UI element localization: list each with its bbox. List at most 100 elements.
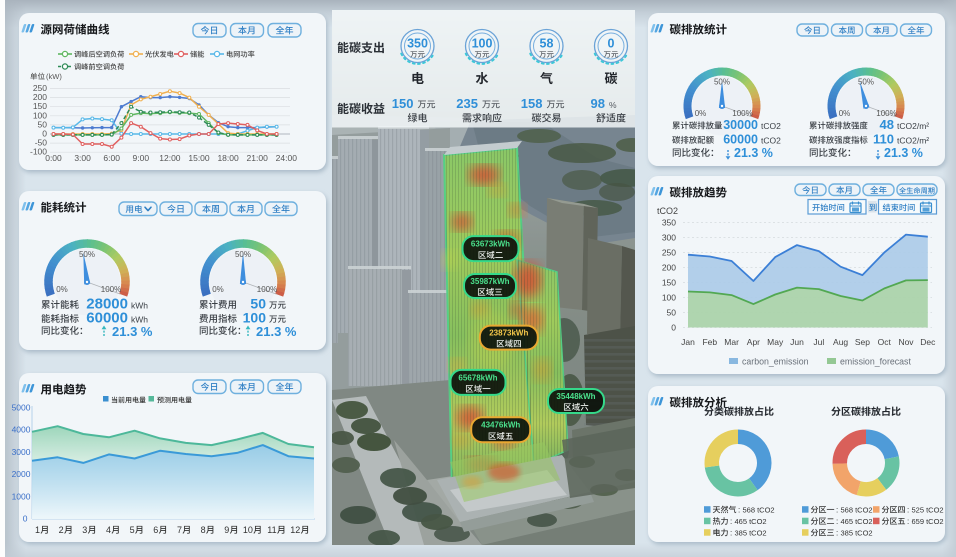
svg-text::: :	[836, 517, 838, 526]
svg-text:2: 2	[59, 525, 64, 535]
svg-text:0: 0	[671, 323, 676, 333]
svg-text:350: 350	[407, 37, 428, 51]
svg-text:-50: -50	[35, 138, 48, 148]
svg-text:100%: 100%	[876, 109, 896, 118]
svg-text:659 tCO2: 659 tCO2	[912, 517, 944, 526]
svg-text:May: May	[767, 337, 784, 347]
svg-text:Mar: Mar	[724, 337, 739, 347]
svg-text:0%: 0%	[212, 285, 224, 294]
svg-text::: :	[738, 506, 740, 515]
svg-text:Nov: Nov	[898, 337, 914, 347]
svg-text:15:00: 15:00	[188, 153, 210, 163]
svg-text:235: 235	[456, 96, 478, 111]
svg-text:5: 5	[130, 525, 135, 535]
svg-text:21.3 %: 21.3 %	[112, 324, 153, 339]
svg-text:100: 100	[662, 293, 676, 303]
svg-text:465 tCO2: 465 tCO2	[841, 517, 873, 526]
svg-text:tCO2: tCO2	[761, 121, 781, 131]
svg-text:0%: 0%	[56, 285, 68, 294]
svg-text:24:00: 24:00	[276, 153, 298, 163]
svg-text::: :	[907, 506, 909, 515]
svg-text:6: 6	[153, 525, 158, 535]
svg-text:10: 10	[243, 525, 253, 535]
svg-text:1000: 1000	[12, 491, 31, 501]
svg-text:Jun: Jun	[790, 337, 804, 347]
svg-text:28000: 28000	[86, 296, 128, 313]
svg-text:%: %	[609, 100, 617, 110]
svg-text:35987kWh: 35987kWh	[470, 277, 509, 286]
svg-text:4: 4	[106, 525, 111, 535]
svg-text:12:00: 12:00	[159, 153, 181, 163]
svg-text:21.3 %: 21.3 %	[256, 324, 297, 339]
svg-text:9:00: 9:00	[133, 153, 150, 163]
svg-text:60000: 60000	[86, 310, 128, 327]
svg-text:58: 58	[540, 37, 554, 51]
svg-text:568 tCO2: 568 tCO2	[743, 506, 775, 515]
svg-text:98: 98	[591, 96, 605, 111]
svg-text:150: 150	[662, 278, 676, 288]
svg-text:300: 300	[662, 233, 676, 243]
svg-text::: :	[730, 529, 732, 538]
svg-text:tCO2/m²: tCO2/m²	[897, 121, 929, 131]
svg-text:100%: 100%	[101, 285, 121, 294]
svg-text:568 tCO2: 568 tCO2	[841, 506, 873, 515]
svg-text:350: 350	[662, 218, 676, 228]
svg-text::: :	[836, 506, 838, 515]
svg-text:50: 50	[250, 296, 266, 312]
svg-text:0: 0	[23, 514, 28, 524]
svg-text:385 tCO2: 385 tCO2	[735, 529, 767, 538]
svg-text:21.3 %: 21.3 %	[734, 146, 773, 160]
svg-text:tCO2: tCO2	[761, 136, 781, 146]
svg-text:250: 250	[33, 83, 47, 93]
svg-text:150: 150	[33, 101, 47, 111]
svg-text:6:00: 6:00	[103, 153, 120, 163]
svg-text:kWh: kWh	[131, 315, 148, 325]
svg-text:carbon_emission: carbon_emission	[742, 357, 809, 367]
svg-text:100: 100	[33, 110, 47, 120]
svg-text:65678kWh: 65678kWh	[458, 373, 497, 382]
svg-text:0: 0	[608, 37, 615, 51]
svg-text:50%: 50%	[714, 78, 730, 87]
svg-text::: :	[730, 517, 732, 526]
svg-text:11: 11	[267, 525, 276, 535]
svg-text:0%: 0%	[695, 109, 707, 118]
svg-text:63673kWh: 63673kWh	[471, 240, 510, 249]
svg-text:Oct: Oct	[878, 337, 892, 347]
svg-text:50: 50	[667, 308, 677, 318]
svg-text:Sep: Sep	[855, 337, 870, 347]
svg-text:23873kWh: 23873kWh	[489, 329, 528, 338]
svg-text:Dec: Dec	[920, 337, 936, 347]
svg-text:Feb: Feb	[702, 337, 717, 347]
svg-text:7: 7	[177, 525, 182, 535]
svg-text:3:00: 3:00	[74, 153, 91, 163]
svg-text:30000: 30000	[723, 118, 758, 132]
svg-text:150: 150	[392, 96, 414, 111]
svg-text:kWh: kWh	[131, 301, 148, 311]
svg-text:Jan: Jan	[681, 337, 695, 347]
svg-text:5000: 5000	[12, 402, 31, 412]
svg-text:Aug: Aug	[833, 337, 848, 347]
svg-text:-100: -100	[30, 147, 47, 157]
svg-text:250: 250	[662, 248, 676, 258]
svg-text:8: 8	[201, 525, 206, 535]
svg-text:18:00: 18:00	[217, 153, 239, 163]
svg-text:0%: 0%	[839, 109, 851, 118]
svg-text:60000: 60000	[723, 133, 758, 147]
svg-text:110: 110	[873, 132, 894, 147]
svg-text:385 tCO2: 385 tCO2	[841, 529, 873, 538]
svg-text:525 tCO2: 525 tCO2	[912, 506, 944, 515]
svg-text:21.3 %: 21.3 %	[884, 146, 923, 160]
svg-text:9: 9	[224, 525, 229, 535]
svg-text:50: 50	[38, 119, 48, 129]
svg-text:465 tCO2: 465 tCO2	[735, 517, 767, 526]
svg-text:100%: 100%	[257, 285, 277, 294]
svg-text:4000: 4000	[12, 425, 31, 435]
svg-text:100%: 100%	[732, 109, 752, 118]
svg-text:tCO2/m²: tCO2/m²	[897, 136, 929, 146]
svg-text:(kW): (kW)	[46, 72, 62, 81]
svg-text:200: 200	[662, 263, 676, 273]
svg-text:3: 3	[82, 525, 87, 535]
svg-text:100: 100	[472, 37, 493, 51]
svg-text:0: 0	[42, 129, 47, 139]
svg-text:Jul: Jul	[813, 337, 824, 347]
